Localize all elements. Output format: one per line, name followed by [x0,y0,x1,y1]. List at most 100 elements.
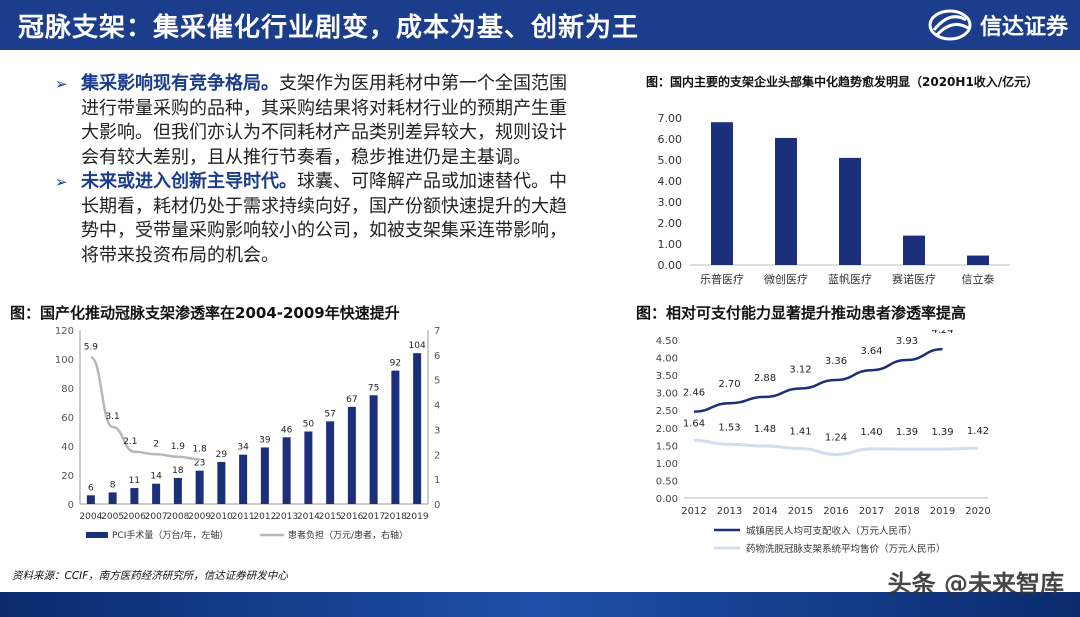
stent-price-line [693,438,979,456]
bar-data-label: 50 [303,420,315,430]
line-data-label: 2.46 [683,388,705,399]
y-tick-label: 3.50 [656,371,678,382]
line-data-label: 2.70 [718,379,740,390]
x-tick-label: 乐普医疗 [700,272,744,286]
bullet-heading: 未来或进入创新主导时代。 [81,171,297,192]
x-tick-label: 赛诺医疗 [892,272,936,286]
bar [413,353,422,504]
right-y-tick-label: 5 [434,376,440,387]
bar-data-label: 67 [346,395,357,405]
bar-data-label: 14 [150,472,162,482]
left-y-tick-label: 20 [61,471,74,482]
brand-name: 信达证券 [979,15,1068,40]
y-tick-label: 2.00 [656,424,678,435]
x-tick-label: 2017 [859,506,884,517]
line-data-label: 1.64 [683,418,705,429]
x-tick-label: 2013 [275,512,298,522]
bar-data-label: 18 [172,466,184,476]
left-y-tick-label: 0 [68,500,74,511]
bullet-heading: 集采影响现有竞争格局。 [81,73,279,94]
bar-data-label: 34 [237,443,249,453]
x-tick-label: 2015 [319,512,342,522]
bar-data-label: 6 [88,483,94,493]
line-data-label: 1.39 [896,427,918,438]
x-tick-label: 2016 [340,512,363,522]
bar [347,406,356,504]
line-data-label: 1.8 [192,444,207,454]
header-bar: 冠脉支架：集采催化行业剧变，成本为基、创新为王 信达证券 [0,0,1080,50]
x-tick-label: 2012 [681,506,706,517]
burden-line [90,356,200,461]
y-tick-label: 2.00 [658,217,683,230]
x-tick-label: 2019 [930,506,955,517]
bottom-right-chart-title: 图：相对可支付能力显著提升推动患者渗透率提高 [636,304,967,322]
legend-label: 城镇居民人均可支配收入（万元人民币） [746,525,917,537]
line-data-label: 3.1 [105,412,119,422]
source-note: 资料来源：CCIF，南方医药经济研究所，信达证券研发中心 [12,570,288,582]
line-data-label: 3.64 [860,346,882,357]
bullet-text: 支架作为医用耗材中第一个全国范围进行带量采购的品种，其采购结果将对耗材行业的预期… [81,73,567,168]
x-tick-label: 2014 [297,512,320,522]
legend-label: 患者负担（万元/患者，右轴） [288,529,408,541]
bar [304,431,313,504]
right-y-tick-label: 0 [434,500,440,511]
x-tick-label: 2019 [406,512,429,522]
y-tick-label: 5.00 [658,154,683,167]
bullet-list: ➢ 集采影响现有竞争格局。支架作为医用耗材中第一个全国范围进行带量采购的品种，其… [55,72,575,268]
bar [260,447,269,504]
bar-data-label: 29 [216,450,228,460]
bar-data-label: 46 [281,425,293,435]
y-tick-label: 3.00 [658,196,683,209]
x-tick-label: 蓝帆医疗 [828,272,872,286]
left-y-tick-label: 40 [61,442,74,453]
line-data-label: 1.40 [860,427,882,438]
y-tick-label: 1.50 [656,441,678,452]
bar [86,495,95,504]
x-tick-label: 信立泰 [962,272,995,286]
y-tick-label: 4.00 [658,175,683,188]
y-tick-label: 4.50 [656,336,678,347]
line-data-label: 1.48 [754,424,776,435]
right-y-tick-label: 4 [434,401,440,412]
x-tick-label: 微创医疗 [764,272,808,286]
y-tick-label: 0.50 [656,476,678,487]
bar [967,255,989,265]
bar [839,157,861,265]
bar [775,137,797,265]
bar [326,421,335,504]
legend-label: 药物洗脱冠脉支架系统平均售价（万元人民币） [746,543,946,555]
bullet-item: ➢ 集采影响现有竞争格局。支架作为医用耗材中第一个全国范围进行带量采购的品种，其… [55,72,575,170]
bar [130,488,139,504]
footer-bar [0,592,1080,617]
line-data-label: 1.53 [718,422,740,433]
arrow-bullet-icon: ➢ [55,75,68,93]
left-y-tick-label: 60 [61,413,74,424]
bar [369,395,378,504]
x-tick-label: 2018 [384,512,407,522]
page-title: 冠脉支架：集采催化行业剧变，成本为基、创新为王 [18,13,640,43]
right-y-tick-label: 3 [434,425,440,436]
brand-logo-icon [928,9,972,41]
y-tick-label: 0.00 [658,259,683,272]
bar-data-label: 11 [129,476,140,486]
bullet-text: 球囊、可降解产品或加速替代。中长期看，耗材仍处于需求持续向好，国产份额快速提升的… [81,171,567,266]
bar [195,470,204,504]
line-data-label: 2 [153,439,159,449]
y-tick-label: 3.00 [656,389,678,400]
bar-data-label: 39 [259,435,271,445]
bar-data-label: 57 [324,409,335,419]
y-tick-label: 1.00 [658,238,683,251]
line-data-label: 3.93 [896,336,918,347]
y-tick-label: 7.00 [658,112,683,125]
left-y-tick-label: 80 [61,384,74,395]
line-data-label: 1.9 [171,442,186,452]
bar [108,492,117,504]
x-tick-label: 2017 [362,512,385,522]
x-tick-label: 2018 [894,506,919,517]
x-tick-label: 2010 [210,512,233,522]
bar [282,437,291,504]
line-data-label: 3.36 [825,356,847,367]
y-tick-label: 1.00 [656,459,678,470]
line-data-label: 1.42 [967,426,989,437]
x-tick-label: 2011 [232,512,255,522]
